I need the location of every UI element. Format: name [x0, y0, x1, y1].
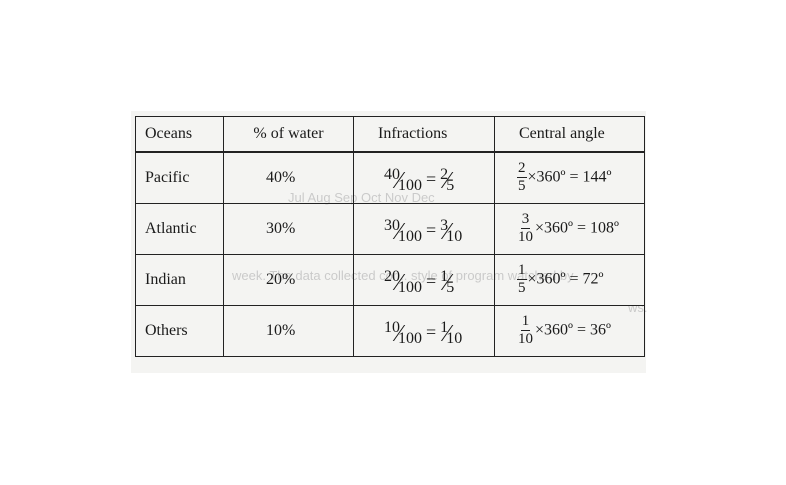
percent-cell: 10% [223, 304, 354, 357]
oceans-table: Oceans % of water Infractions Central an… [135, 116, 645, 357]
numerator: 2 [517, 160, 527, 179]
simplified-fraction: 3⁄10 [440, 216, 462, 244]
angle-expression: ×360º = 108º [535, 219, 619, 237]
central-angle-cell: 1 5 ×360º = 72º [494, 253, 645, 306]
numerator: 40 [384, 165, 400, 183]
numerator: 2 [440, 165, 449, 183]
equals-sign: = [426, 219, 437, 240]
angle-expression: ×360º = 36º [535, 321, 611, 339]
header-oceans: Oceans [135, 116, 224, 153]
central-angle-cell: 1 10 ×360º = 36º [494, 304, 645, 357]
table-row: Pacific 40% 40⁄100 = 2⁄5 2 5 ×360º = 144º [135, 151, 645, 204]
percent-cell: 40% [223, 151, 354, 204]
slash: ⁄ [445, 218, 450, 245]
denominator: 5 [446, 176, 455, 194]
ocean-cell: Pacific [135, 151, 224, 204]
ocean-cell: Atlantic [135, 202, 224, 255]
angle-expression: ×360º = 144º [527, 168, 612, 186]
denominator: 10 [446, 227, 463, 245]
denominator: 5 [518, 178, 526, 195]
table-row: Indian 20% 20⁄100 = 1⁄5 1 5 ×360º = 72º [135, 253, 645, 306]
infraction-cell: 40⁄100 = 2⁄5 [353, 151, 495, 204]
slash: ⁄ [397, 167, 402, 194]
numerator: 1 [520, 313, 531, 331]
denominator: 5 [518, 280, 526, 296]
percent-cell: 30% [223, 202, 354, 255]
denominator: 100 [398, 278, 423, 296]
denominator: 10 [518, 229, 533, 245]
fraction: 40⁄100 [384, 165, 422, 193]
denominator: 100 [398, 329, 423, 347]
slash: ⁄ [445, 269, 450, 296]
infraction-cell: 10⁄100 = 1⁄10 [353, 304, 495, 357]
numerator: 1 [440, 267, 449, 285]
denominator: 10 [518, 331, 533, 347]
slash: ⁄ [445, 320, 450, 347]
infraction-cell: 20⁄100 = 1⁄5 [353, 253, 495, 306]
percent-cell: 20% [223, 253, 354, 306]
ocean-cell: Others [135, 304, 224, 357]
simplified-fraction: 1⁄10 [440, 318, 462, 346]
numerator: 30 [384, 216, 400, 234]
slash: ⁄ [397, 320, 402, 347]
table-row: Atlantic 30% 30⁄100 = 3⁄10 3 10 ×360º = 108º [135, 202, 645, 255]
fraction: 10⁄100 [384, 318, 422, 346]
numerator: 20 [384, 267, 400, 285]
header-row: Oceans % of water Infractions Central an… [135, 116, 645, 153]
denominator: 100 [398, 176, 423, 194]
fraction: 30⁄100 [384, 216, 422, 244]
central-angle-cell: 2 5 ×360º = 144º [494, 151, 645, 204]
slash: ⁄ [397, 218, 402, 245]
simplified-fraction: 2⁄5 [440, 165, 454, 193]
header-central-angle: Central angle [494, 116, 645, 153]
denominator: 5 [446, 278, 455, 296]
slash: ⁄ [397, 269, 402, 296]
equals-sign: = [426, 321, 437, 342]
angle-expression: ×360º = 72º [527, 270, 604, 288]
equals-sign: = [426, 168, 437, 189]
numerator: 3 [440, 216, 449, 234]
denominator: 100 [398, 227, 423, 245]
header-infractions: Infractions [353, 116, 495, 153]
angle-fraction: 1 10 [517, 313, 534, 348]
numerator: 1 [517, 262, 527, 280]
fraction: 20⁄100 [384, 267, 422, 295]
numerator: 3 [520, 211, 531, 229]
numerator: 1 [440, 318, 449, 336]
slash: ⁄ [445, 167, 450, 194]
central-angle-cell: 3 10 ×360º = 108º [494, 202, 645, 255]
table-row: Others 10% 10⁄100 = 1⁄10 1 10 ×360º = 36º [135, 304, 645, 357]
numerator: 10 [384, 318, 400, 336]
infraction-cell: 30⁄100 = 3⁄10 [353, 202, 495, 255]
ocean-cell: Indian [135, 253, 224, 306]
header-percent-water: % of water [223, 116, 354, 153]
angle-fraction: 3 10 [517, 211, 534, 246]
equals-sign: = [426, 270, 437, 291]
simplified-fraction: 1⁄5 [440, 267, 454, 295]
denominator: 10 [446, 329, 463, 347]
